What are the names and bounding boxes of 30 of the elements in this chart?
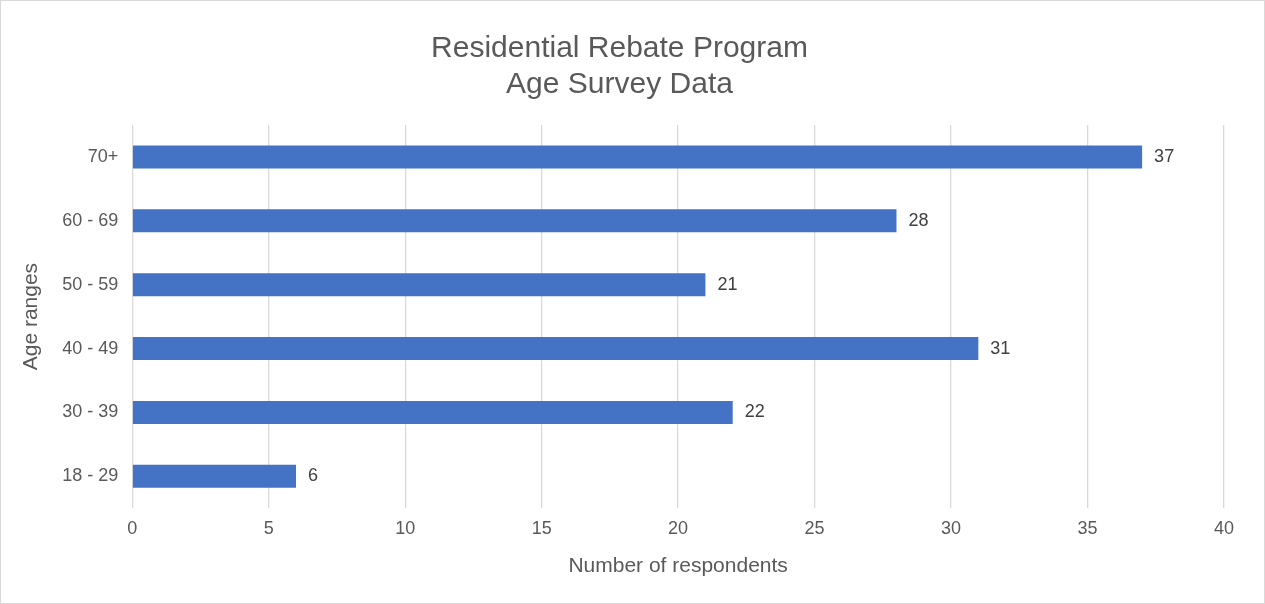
x-tick-label: 5 (263, 517, 274, 538)
x-tick-label: 20 (668, 517, 689, 538)
x-axis-title: Number of respondents (568, 553, 788, 577)
bar (132, 145, 1143, 169)
x-tick-label: 30 (941, 517, 962, 538)
x-tick-label: 40 (1213, 517, 1235, 538)
x-tick-label: 35 (1077, 517, 1098, 538)
x-tick-label: 0 (127, 517, 138, 538)
y-axis-title: Age ranges (18, 262, 42, 371)
bar (132, 209, 897, 233)
data-label: 37 (1154, 145, 1175, 166)
y-tick-label: 70+ (87, 145, 119, 166)
data-label: 22 (744, 401, 765, 422)
bar (132, 400, 733, 424)
data-label: 28 (908, 209, 929, 230)
y-tick-label: 60 - 69 (62, 209, 119, 230)
data-label: 21 (717, 273, 738, 294)
y-tick-label: 30 - 39 (62, 401, 119, 422)
bar (132, 464, 296, 488)
x-tick-label: 25 (804, 517, 825, 538)
bar (132, 337, 979, 361)
y-tick-label: 50 - 59 (62, 273, 119, 294)
bar (132, 273, 706, 297)
data-label: 6 (308, 465, 319, 486)
chart-title: Residential Rebate Program Age Survey Data (431, 30, 808, 100)
data-label: 31 (990, 337, 1011, 358)
y-tick-label: 40 - 49 (62, 337, 119, 358)
x-tick-label: 15 (531, 517, 552, 538)
y-tick-label: 18 - 29 (62, 465, 119, 486)
x-tick-label: 10 (395, 517, 416, 538)
